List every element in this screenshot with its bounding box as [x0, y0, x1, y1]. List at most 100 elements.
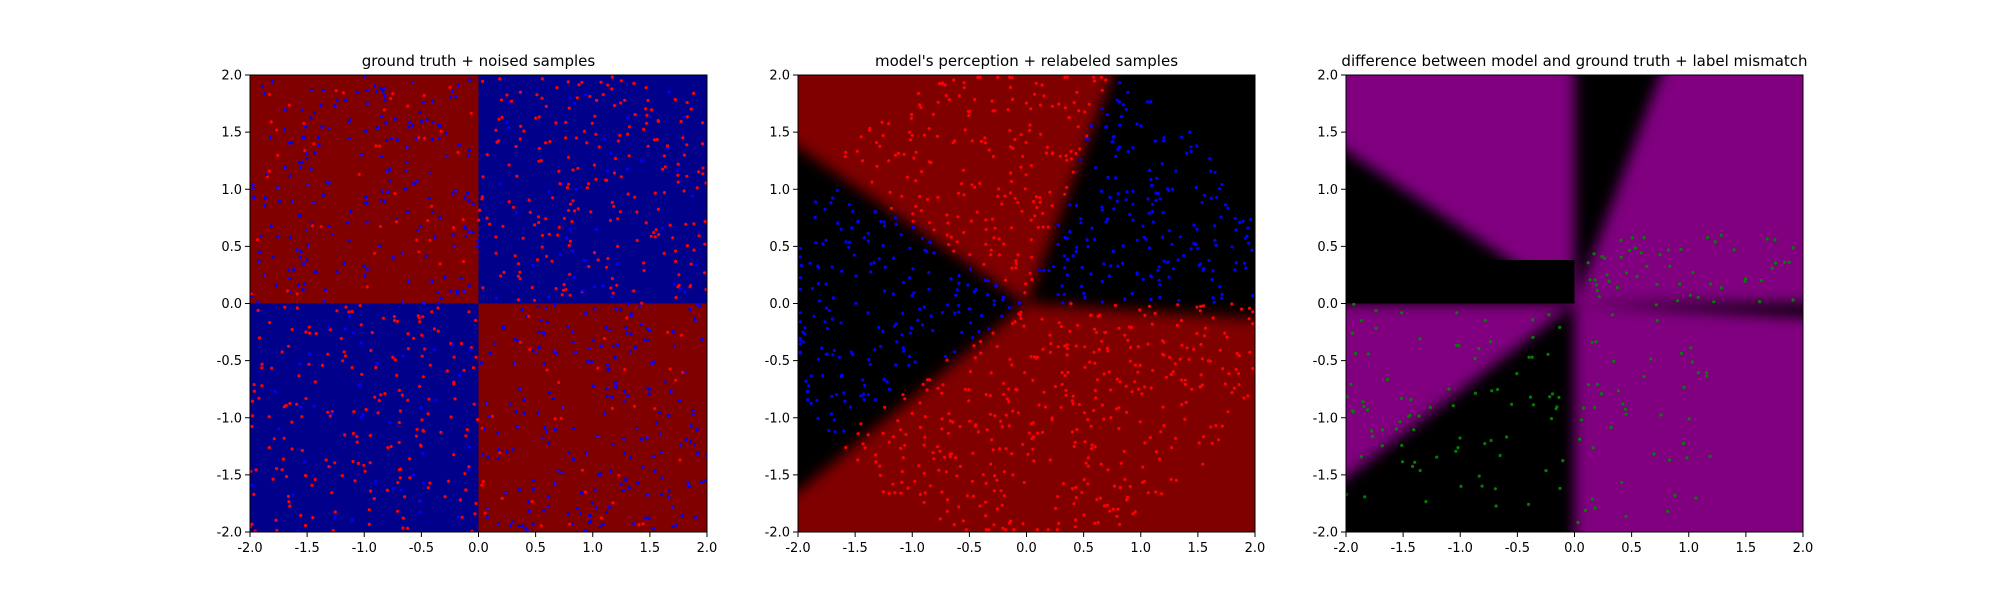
data-point [393, 192, 397, 196]
data-point [452, 244, 456, 248]
data-point [562, 216, 567, 220]
data-point [1066, 370, 1070, 375]
data-point [1374, 309, 1378, 313]
data-point [1004, 278, 1008, 282]
data-point [1226, 410, 1230, 414]
data-point [1531, 335, 1535, 339]
x-tick-label: 0.5 [1073, 541, 1094, 556]
data-point [457, 373, 462, 377]
data-point [1112, 134, 1116, 138]
data-point [1083, 345, 1087, 349]
data-point [637, 523, 641, 527]
data-point [552, 349, 556, 354]
data-point [914, 204, 918, 208]
data-point [488, 222, 492, 226]
data-point [801, 340, 805, 344]
data-point [968, 419, 972, 423]
data-point [1089, 124, 1093, 128]
data-point [1001, 295, 1005, 299]
data-point [522, 129, 526, 133]
data-point [1628, 248, 1632, 252]
data-point [641, 522, 645, 526]
data-point [1666, 248, 1671, 252]
data-point [843, 154, 847, 159]
data-point [585, 141, 589, 145]
y-tick-label: 0.5 [221, 240, 242, 255]
data-point [537, 330, 541, 334]
data-point [1791, 298, 1795, 302]
data-point [404, 169, 408, 173]
data-point [1013, 320, 1017, 324]
data-point [421, 101, 425, 105]
data-point [283, 108, 287, 112]
data-point [504, 491, 508, 495]
data-point [513, 254, 517, 258]
data-point [655, 421, 659, 425]
data-point [1102, 372, 1106, 376]
data-point [1400, 311, 1404, 315]
data-point [885, 380, 889, 384]
data-point [1143, 313, 1147, 317]
data-point [288, 277, 292, 281]
data-point [547, 441, 551, 445]
data-point [1154, 450, 1159, 454]
data-point [849, 405, 853, 409]
data-point [608, 328, 612, 332]
data-point [513, 337, 517, 341]
data-point [694, 515, 698, 519]
data-point [1151, 368, 1155, 372]
data-point [485, 515, 489, 519]
data-point [703, 478, 707, 483]
data-point [531, 487, 535, 491]
data-point [309, 167, 313, 171]
data-point [1117, 326, 1121, 330]
data-point [287, 500, 291, 504]
data-point [1108, 195, 1112, 199]
data-point [565, 186, 570, 190]
data-point [604, 326, 608, 330]
data-point [408, 476, 412, 480]
data-point [1092, 408, 1096, 413]
data-point [1178, 357, 1182, 361]
data-point [319, 103, 323, 107]
data-point [646, 327, 650, 331]
data-point [1688, 293, 1692, 297]
data-point [673, 259, 678, 263]
data-point [1094, 396, 1098, 400]
data-point [1493, 487, 1497, 491]
data-point [899, 446, 903, 450]
data-point [653, 235, 657, 239]
y-tick-label: 1.0 [221, 183, 242, 198]
data-point [1220, 292, 1224, 296]
data-point [521, 524, 525, 528]
data-point [906, 486, 910, 490]
data-point [984, 514, 988, 518]
data-point [389, 444, 393, 449]
data-point [596, 258, 600, 262]
data-point [627, 154, 631, 158]
x-tick-label: -2.0 [237, 541, 262, 556]
data-point [907, 363, 911, 367]
data-point [1200, 357, 1204, 361]
data-point [979, 351, 983, 355]
data-point [1082, 411, 1087, 415]
data-point [916, 91, 921, 96]
data-point [1071, 394, 1075, 398]
data-point [527, 198, 531, 202]
data-point [940, 311, 945, 315]
data-point [987, 528, 991, 532]
data-point [1350, 408, 1354, 412]
data-point [997, 253, 1002, 257]
data-point [487, 414, 491, 418]
data-point [622, 389, 626, 393]
data-point [1167, 229, 1171, 233]
data-point [451, 343, 455, 347]
data-point [1096, 314, 1100, 318]
data-point [1126, 495, 1130, 500]
data-point [1149, 100, 1153, 104]
data-point [894, 222, 898, 226]
data-point [349, 209, 353, 214]
data-point [1107, 370, 1111, 374]
data-point [1063, 192, 1067, 196]
data-point [427, 397, 431, 401]
